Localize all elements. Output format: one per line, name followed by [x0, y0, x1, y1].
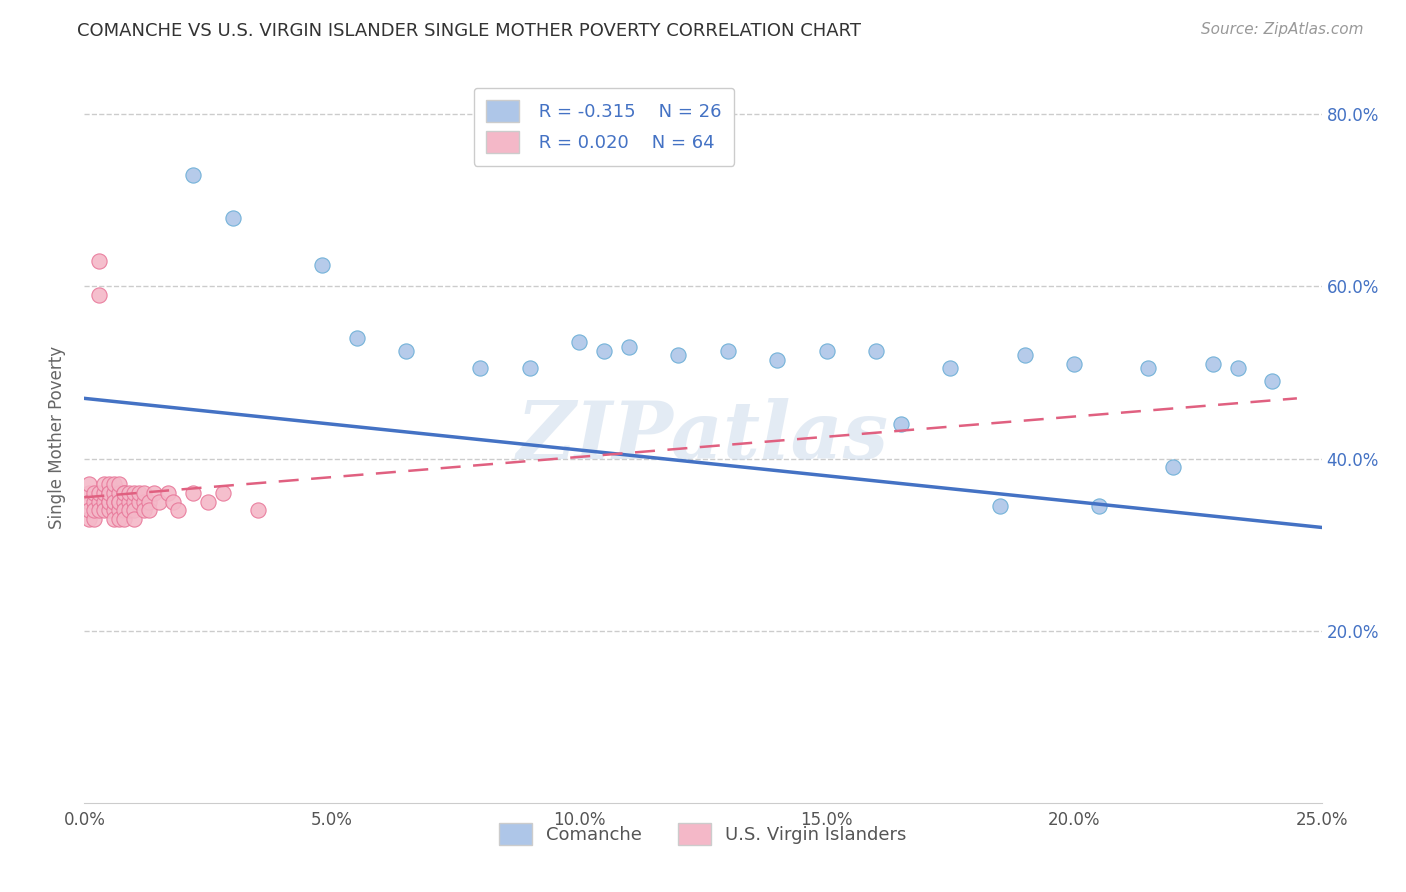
Point	[128, 494, 150, 508]
Point	[167, 503, 190, 517]
Point	[103, 477, 125, 491]
Point	[89, 253, 111, 268]
Point	[112, 486, 135, 500]
Point	[112, 503, 135, 517]
Point	[132, 486, 155, 500]
Point	[89, 494, 111, 508]
Point	[470, 361, 492, 376]
Point	[890, 417, 912, 432]
Y-axis label: Single Mother Poverty: Single Mother Poverty	[48, 345, 66, 529]
Point	[93, 503, 115, 517]
Point	[83, 512, 105, 526]
Point	[108, 503, 131, 517]
Point	[1202, 357, 1225, 371]
Point	[93, 486, 115, 500]
Point	[138, 503, 160, 517]
Point	[89, 503, 111, 517]
Point	[1161, 460, 1184, 475]
Point	[79, 512, 101, 526]
Text: COMANCHE VS U.S. VIRGIN ISLANDER SINGLE MOTHER POVERTY CORRELATION CHART: COMANCHE VS U.S. VIRGIN ISLANDER SINGLE …	[77, 22, 862, 40]
Point	[666, 348, 689, 362]
Text: Source: ZipAtlas.com: Source: ZipAtlas.com	[1201, 22, 1364, 37]
Point	[98, 477, 121, 491]
Point	[103, 494, 125, 508]
Point	[212, 486, 235, 500]
Point	[98, 494, 121, 508]
Point	[157, 486, 180, 500]
Point	[593, 344, 616, 359]
Point	[246, 503, 269, 517]
Point	[79, 486, 101, 500]
Point	[112, 512, 135, 526]
Point	[98, 494, 121, 508]
Point	[108, 494, 131, 508]
Point	[103, 486, 125, 500]
Point	[108, 512, 131, 526]
Point	[98, 486, 121, 500]
Point	[122, 503, 145, 517]
Point	[128, 486, 150, 500]
Point	[815, 344, 838, 359]
Point	[717, 344, 740, 359]
Point	[1088, 499, 1111, 513]
Point	[103, 494, 125, 508]
Point	[1226, 361, 1249, 376]
Point	[138, 494, 160, 508]
Text: ZIPatlas: ZIPatlas	[517, 399, 889, 475]
Point	[108, 494, 131, 508]
Point	[108, 477, 131, 491]
Point	[568, 335, 591, 350]
Point	[181, 486, 204, 500]
Point	[395, 344, 418, 359]
Point	[197, 494, 219, 508]
Point	[122, 494, 145, 508]
Point	[1261, 374, 1284, 388]
Point	[1137, 361, 1160, 376]
Point	[79, 503, 101, 517]
Point	[142, 486, 165, 500]
Point	[1063, 357, 1085, 371]
Point	[222, 211, 245, 225]
Point	[103, 512, 125, 526]
Point	[181, 168, 204, 182]
Point	[89, 486, 111, 500]
Point	[118, 503, 141, 517]
Point	[103, 503, 125, 517]
Point	[83, 494, 105, 508]
Point	[98, 503, 121, 517]
Point	[939, 361, 962, 376]
Point	[988, 499, 1011, 513]
Point	[89, 288, 111, 302]
Point	[112, 494, 135, 508]
Point	[98, 486, 121, 500]
Point	[132, 494, 155, 508]
Point	[93, 494, 115, 508]
Point	[1014, 348, 1036, 362]
Point	[311, 258, 333, 272]
Point	[766, 352, 789, 367]
Point	[132, 503, 155, 517]
Legend: Comanche, U.S. Virgin Islanders: Comanche, U.S. Virgin Islanders	[492, 816, 914, 852]
Point	[148, 494, 170, 508]
Point	[79, 477, 101, 491]
Point	[122, 486, 145, 500]
Point	[865, 344, 887, 359]
Point	[122, 512, 145, 526]
Point	[162, 494, 184, 508]
Point	[519, 361, 541, 376]
Point	[118, 494, 141, 508]
Point	[108, 486, 131, 500]
Point	[93, 477, 115, 491]
Point	[617, 340, 640, 354]
Point	[83, 503, 105, 517]
Point	[346, 331, 368, 345]
Point	[83, 486, 105, 500]
Point	[112, 486, 135, 500]
Point	[79, 494, 101, 508]
Point	[118, 486, 141, 500]
